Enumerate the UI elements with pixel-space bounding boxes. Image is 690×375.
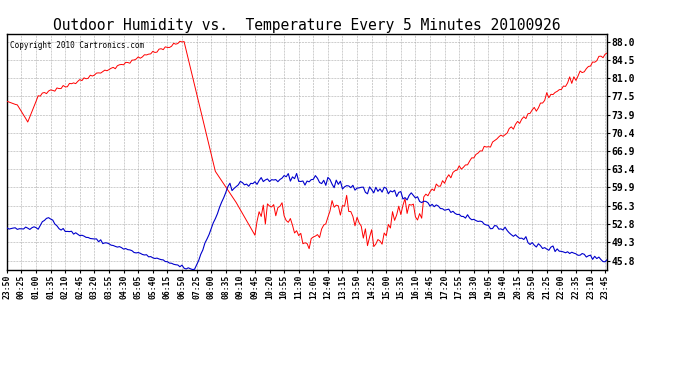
Text: Copyright 2010 Cartronics.com: Copyright 2010 Cartronics.com bbox=[10, 41, 144, 50]
Title: Outdoor Humidity vs.  Temperature Every 5 Minutes 20100926: Outdoor Humidity vs. Temperature Every 5… bbox=[53, 18, 561, 33]
